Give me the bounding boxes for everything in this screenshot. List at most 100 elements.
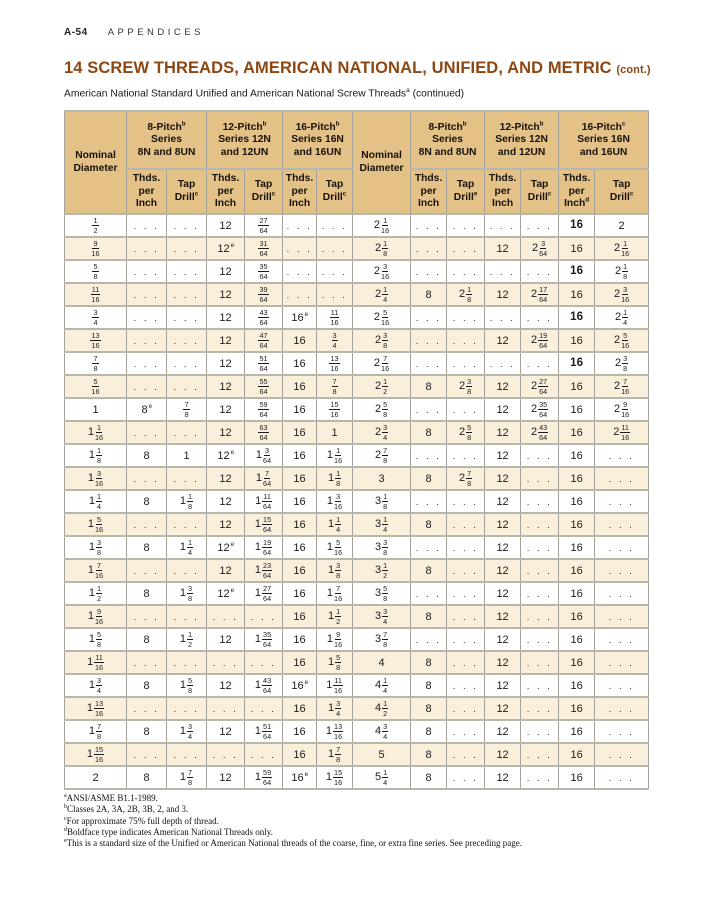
group-title: 16-Pitch	[295, 121, 336, 133]
thread-data-cell: 16	[558, 351, 596, 377]
no-entry-dots: . . .	[526, 312, 553, 324]
no-entry-dots: . . .	[608, 519, 635, 531]
nominal-diameter-cell: 1 13 16	[64, 696, 127, 722]
no-entry-dots: . . .	[452, 726, 479, 738]
thread-data-cell: . . .	[126, 604, 167, 630]
thread-data-cell: 59 64	[244, 397, 284, 423]
thread-data-cell: 8	[126, 581, 167, 607]
group-footnote-mark: c	[621, 120, 626, 128]
no-entry-dots: . . .	[415, 450, 442, 462]
fraction: 3 16	[334, 492, 343, 512]
thread-data-cell: 8	[410, 765, 448, 791]
thread-data-cell: . . .	[244, 604, 284, 630]
group-footnote-mark: b	[262, 120, 267, 128]
no-entry-dots: . . .	[526, 726, 553, 738]
thread-data-cell: . . .	[446, 650, 486, 676]
no-entry-dots: . . .	[526, 542, 553, 554]
thread-data-cell: 8	[410, 512, 448, 538]
thread-data-cell: 16	[282, 742, 318, 768]
thread-data-cell: 16	[558, 650, 596, 676]
thread-data-cell: . . .	[126, 420, 167, 446]
table-row: 2 8 1 7 8 12 1 59 64 16e 1 15 16 5 1 4 8. . . 12. . . 16. …	[64, 765, 650, 791]
group-footnote-mark: b	[462, 120, 467, 128]
group-title: 8-Pitch	[428, 121, 463, 133]
nominal-line2: Diameter	[359, 162, 404, 174]
thread-data-cell: . . .	[446, 765, 486, 791]
no-entry-dots: . . .	[608, 565, 635, 577]
no-entry-dots: . . .	[133, 473, 160, 485]
thread-data-cell: . . .	[316, 236, 354, 262]
thread-data-cell: 12	[206, 627, 246, 653]
table-row: 1 7 8 8 1 3 4 12 1 51 64 16 1 13 16 4 3 4 8. . . 12. . . 16.…	[64, 719, 650, 745]
nominal-diameter-cell: 1 11 16	[64, 650, 127, 676]
header-group-16pitch-right: 16-Pitchc Series 16N and 16UN	[558, 110, 650, 171]
thread-data-cell: 16	[282, 719, 318, 745]
footnotes: aANSI/ASME B1.1-1989. bClasses 2A, 3A, 2…	[64, 793, 648, 848]
no-entry-dots: . . .	[321, 220, 348, 232]
thread-data-cell: 12	[484, 742, 522, 768]
fraction: 51 64	[258, 354, 269, 374]
thread-data-cell: 16	[282, 627, 318, 653]
fraction: 3 16	[381, 262, 390, 282]
thread-data-cell: . . .	[446, 351, 486, 377]
no-entry-dots: . . .	[608, 542, 635, 554]
thread-data-cell: . . .	[410, 535, 448, 561]
nominal-line1: Nominal	[361, 150, 402, 162]
fraction: 7 16	[95, 561, 104, 581]
fraction: 35 64	[538, 400, 549, 420]
thread-data-cell: 16	[558, 719, 596, 745]
header-nominal-diameter-right: Nominal Diameter	[352, 110, 412, 216]
thread-data-cell: 16	[282, 374, 318, 400]
footnote-mark: a	[64, 793, 67, 800]
no-entry-dots: . . .	[526, 703, 553, 715]
nominal-diameter-cell: 5 16	[64, 374, 127, 400]
thread-data-cell: 16	[282, 558, 318, 584]
footnote-mark: e	[304, 311, 309, 319]
thread-data-cell: . . .	[520, 558, 560, 584]
thread-data-cell: . . .	[165, 742, 208, 768]
no-entry-dots: . . .	[173, 289, 200, 301]
table-row: 1 11 16. . .. . .. . .. . . 16 1 5 8 4 8. . . 12.…	[64, 650, 650, 676]
thread-data-cell: 16	[558, 443, 596, 469]
thread-data-cell: 16	[282, 489, 318, 515]
no-entry-dots: . . .	[608, 473, 635, 485]
thread-data-cell: 1 15 16	[316, 765, 354, 791]
fraction: 9 16	[95, 607, 104, 627]
thread-data-cell: . . .	[594, 443, 650, 469]
no-entry-dots: . . .	[173, 657, 200, 669]
group-title: 12-Pitch	[499, 121, 540, 133]
no-entry-dots: . . .	[452, 657, 479, 669]
no-entry-dots: . . .	[608, 657, 635, 669]
thread-data-cell: 16	[558, 397, 596, 423]
thread-data-cell: . . .	[126, 236, 167, 262]
thread-data-cell: 8	[126, 535, 167, 561]
thread-data-cell: 1 13 16	[316, 719, 354, 745]
fraction: 7 16	[621, 377, 630, 397]
no-entry-dots: . . .	[608, 634, 635, 646]
running-head: A-54 APPENDICES	[64, 27, 648, 38]
table-row: 1 3 16. . .. . . 12 1 7 64 16 1 1 8 3 8 2 7 8 12. . . 16.…	[64, 466, 650, 492]
thread-data-cell: 16	[282, 535, 318, 561]
thread-data-cell: 12	[484, 535, 522, 561]
group-line2: Series 16N	[291, 134, 344, 146]
thread-data-cell: . . .	[520, 696, 560, 722]
fraction: 43 64	[262, 676, 273, 696]
thread-data-cell: 12e	[206, 535, 246, 561]
table-row: 5 16. . .. . . 12 55 64 16 7 8 2 1 2 8 2 3 8 12 2 27 64 16 2…	[64, 374, 650, 400]
